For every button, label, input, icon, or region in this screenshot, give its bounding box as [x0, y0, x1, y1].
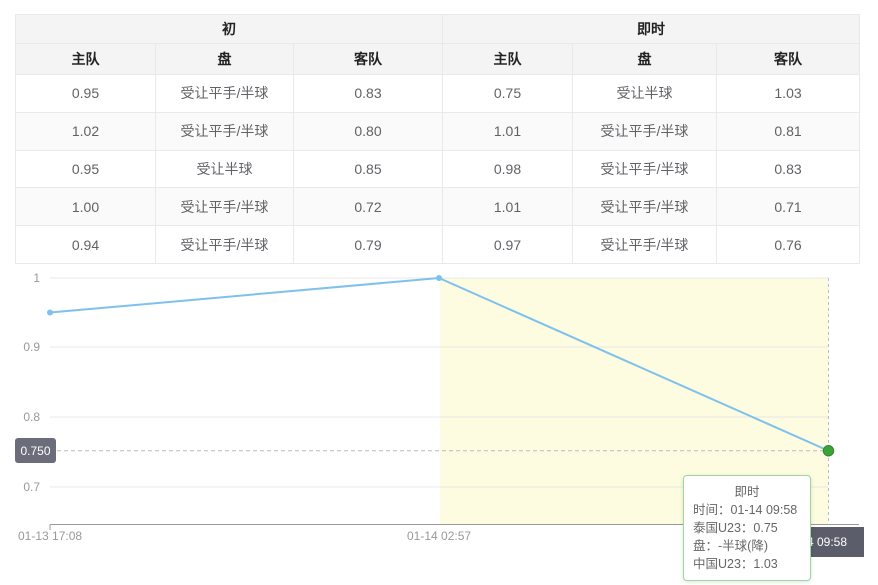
svg-text:01-13 17:08: 01-13 17:08	[18, 529, 82, 543]
svg-text:01-14 02:57: 01-14 02:57	[407, 529, 471, 543]
svg-text:0.9: 0.9	[23, 340, 40, 354]
svg-text:0.8: 0.8	[23, 410, 40, 424]
svg-text:1: 1	[33, 271, 40, 285]
svg-text:0.7: 0.7	[23, 480, 40, 494]
